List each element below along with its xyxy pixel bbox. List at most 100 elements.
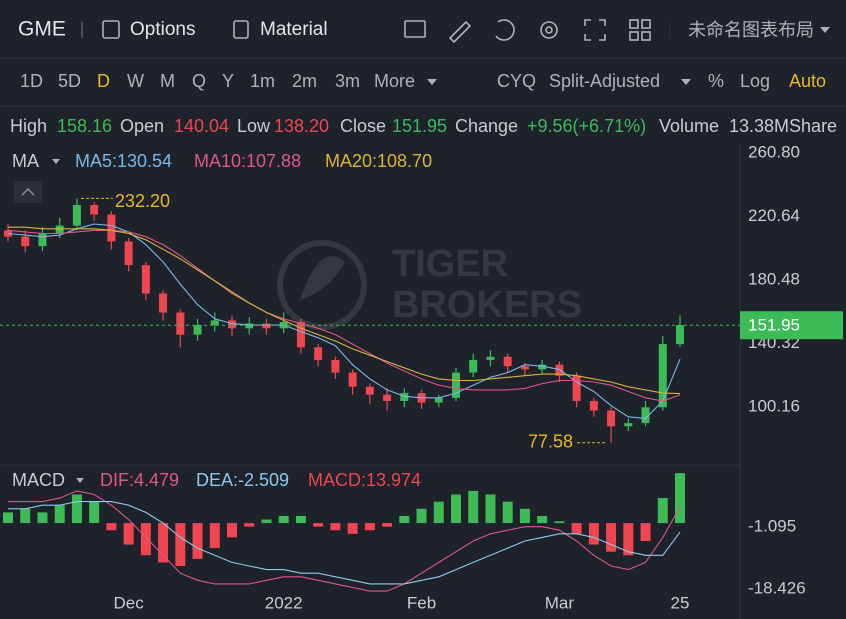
layout-name[interactable]: 未命名图表布局 bbox=[688, 20, 814, 40]
candle-body bbox=[90, 205, 99, 215]
high-label: 232.20 bbox=[115, 191, 170, 211]
x-tick-label: 2022 bbox=[265, 593, 303, 612]
option[interactable]: Auto bbox=[789, 71, 826, 91]
candle-body bbox=[72, 205, 81, 226]
quote-label: Change bbox=[455, 116, 518, 136]
candle-body bbox=[555, 364, 564, 376]
collapse-icon bbox=[21, 187, 35, 196]
option[interactable]: Log bbox=[740, 71, 770, 91]
period[interactable]: M bbox=[160, 71, 175, 91]
macd-bar bbox=[606, 523, 617, 552]
candle-body bbox=[245, 323, 254, 329]
candle-body bbox=[365, 386, 374, 395]
candle-body bbox=[520, 366, 529, 370]
macd-bar bbox=[244, 523, 255, 527]
period[interactable]: Q bbox=[192, 71, 206, 91]
candle-body bbox=[434, 397, 443, 403]
candle-body bbox=[486, 356, 495, 360]
option[interactable]: CYQ bbox=[497, 71, 536, 91]
quote-row: High 158.16 Open 140.04 Low 138.20 Close… bbox=[10, 116, 837, 136]
candle-body bbox=[348, 372, 357, 387]
quote-value: +9.56(+6.71%) bbox=[527, 116, 646, 136]
macd-bar bbox=[382, 523, 393, 527]
macd-bar bbox=[278, 515, 289, 524]
macd-bar bbox=[330, 523, 341, 531]
y-tick-label: 100.16 bbox=[748, 397, 800, 416]
quote-label: Low bbox=[237, 116, 271, 136]
options-tab[interactable]: Options bbox=[130, 19, 195, 40]
candle-body bbox=[193, 325, 202, 335]
macd-bar bbox=[192, 523, 203, 559]
dropdown-arrow bbox=[52, 159, 60, 164]
macd-bar bbox=[106, 523, 117, 531]
quote-label: Volume bbox=[659, 116, 719, 136]
macd-bar bbox=[71, 494, 82, 524]
candle-body bbox=[210, 320, 219, 326]
macd-bar bbox=[37, 512, 48, 524]
indicator-label[interactable]: MA bbox=[12, 151, 39, 171]
candle-body bbox=[641, 407, 650, 424]
collapse-button[interactable] bbox=[14, 181, 42, 203]
ma-line bbox=[7, 229, 681, 402]
option[interactable]: % bbox=[708, 71, 724, 91]
period[interactable]: W bbox=[127, 71, 144, 91]
period[interactable]: 2m bbox=[292, 71, 317, 91]
material-tab[interactable]: Material bbox=[260, 19, 328, 40]
watermark-text: TIGER bbox=[392, 243, 508, 285]
candle-body bbox=[21, 236, 30, 247]
macd-bar bbox=[3, 512, 13, 524]
macd-bar bbox=[451, 494, 461, 524]
period[interactable]: 1D bbox=[20, 71, 43, 91]
symbol[interactable]: GME bbox=[18, 18, 66, 41]
ma-line bbox=[8, 226, 681, 395]
macd-bar bbox=[537, 515, 548, 524]
legend-entry: MACD:13.974 bbox=[308, 470, 421, 490]
macd-bar bbox=[227, 523, 237, 538]
last-price-tag bbox=[740, 311, 843, 340]
period[interactable]: D bbox=[97, 71, 110, 91]
macd-bar bbox=[571, 523, 582, 534]
candle-body bbox=[538, 364, 547, 370]
quote-value: 158.16 bbox=[57, 116, 112, 136]
candle-body bbox=[658, 344, 667, 408]
macd-bar bbox=[364, 523, 375, 531]
macd-bar bbox=[123, 523, 134, 545]
macd-bar bbox=[313, 523, 324, 527]
candle-body bbox=[572, 375, 581, 401]
period[interactable]: 3m bbox=[335, 71, 360, 91]
candle-body bbox=[159, 293, 168, 313]
macd-bar bbox=[175, 523, 186, 567]
quote-label: Close bbox=[340, 116, 386, 136]
macd-bar bbox=[347, 523, 358, 534]
candle-body bbox=[4, 230, 12, 237]
x-tick-label: Feb bbox=[407, 593, 436, 612]
last-price-label: 151.95 bbox=[748, 316, 800, 335]
quote-label: High bbox=[10, 116, 47, 136]
quote-value: 138.20 bbox=[274, 116, 329, 136]
macd-bar bbox=[295, 515, 306, 524]
macd-bar bbox=[433, 501, 444, 524]
dropdown-arrow bbox=[76, 478, 84, 483]
quote-label: Open bbox=[120, 116, 164, 136]
period[interactable]: 1m bbox=[250, 71, 275, 91]
macd-bar bbox=[485, 494, 496, 524]
watermark: TIGER BROKERS bbox=[277, 240, 582, 330]
period-more[interactable]: More bbox=[374, 71, 415, 91]
quote-value: 151.95 bbox=[392, 116, 447, 136]
candle-body bbox=[383, 394, 392, 401]
option[interactable]: Split-Adjusted bbox=[549, 71, 660, 91]
candle-body bbox=[176, 312, 185, 335]
period[interactable]: 5D bbox=[58, 71, 81, 91]
candle-body bbox=[503, 356, 512, 367]
ma-line bbox=[7, 223, 681, 419]
legend-entry: DIF:4.479 bbox=[100, 470, 179, 490]
period[interactable]: Y bbox=[222, 71, 234, 91]
candle-body bbox=[676, 325, 684, 345]
macd-bar bbox=[519, 508, 530, 524]
candle-body bbox=[262, 323, 271, 329]
macd-bar bbox=[399, 515, 410, 524]
candle-body bbox=[469, 359, 478, 373]
candle-body bbox=[589, 401, 598, 411]
indicator-label[interactable]: MACD bbox=[12, 470, 65, 490]
